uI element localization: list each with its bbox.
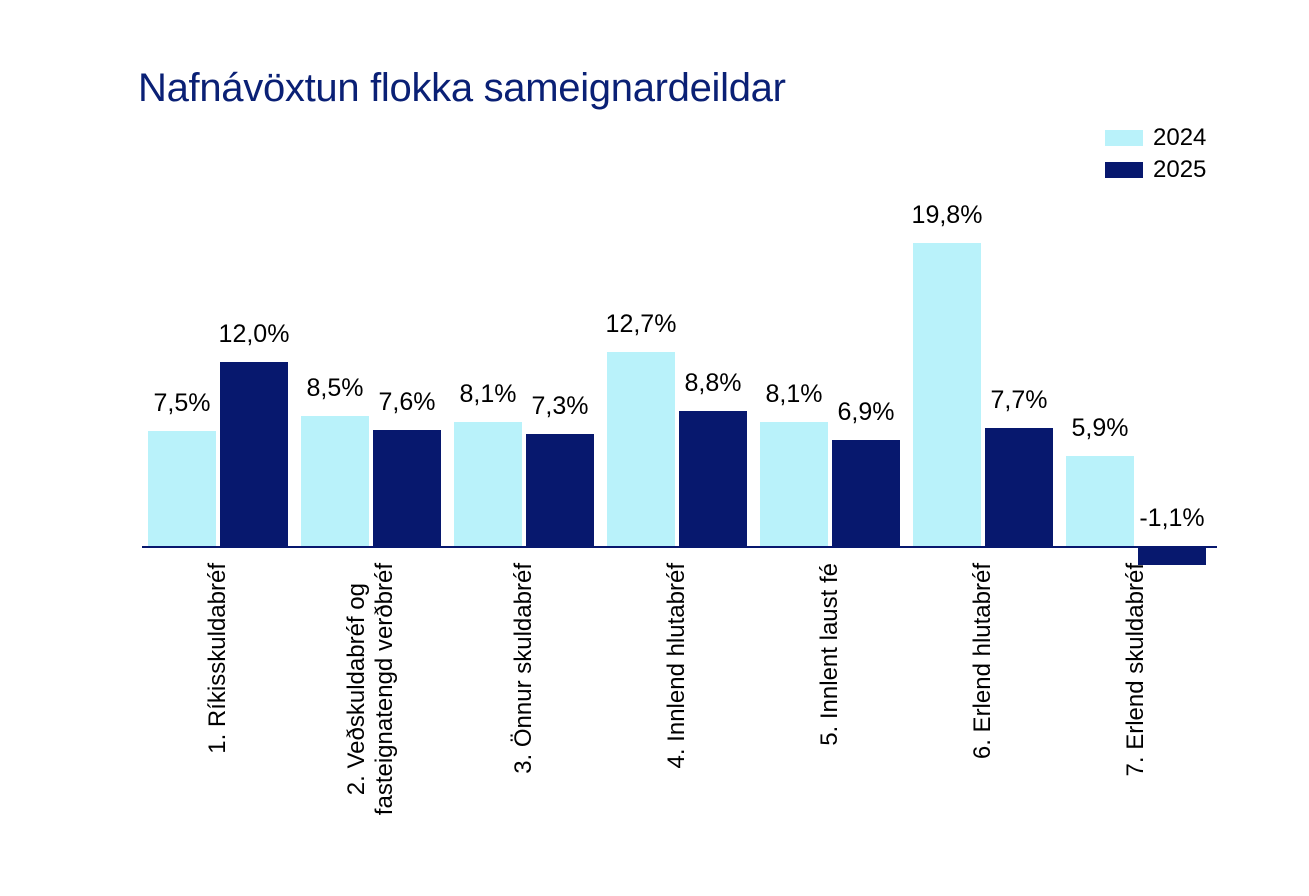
- value-label-2025-category-2: 7,6%: [378, 388, 436, 416]
- category-label-2: 2. Veðskuldabréf og fasteignatengd verðb…: [343, 563, 399, 820]
- value-label-2025-category-3: 7,3%: [531, 392, 589, 420]
- bar-2025-category-4: [679, 411, 747, 546]
- legend-swatch-2025-icon: [1105, 162, 1143, 178]
- legend-swatch-2024-icon: [1105, 130, 1143, 146]
- category-label-5: 5. Innlent laust fé: [816, 563, 844, 751]
- value-label-2025-category-1: 12,0%: [218, 320, 290, 348]
- bar-2024-category-3: [454, 422, 522, 546]
- value-label-2024-category-3: 8,1%: [459, 380, 517, 408]
- category-label-6: 6. Erlend hlutabréf: [969, 563, 997, 764]
- bar-2024-category-2: [301, 416, 369, 546]
- chart-title: Nafnávöxtun flokka sameignardeildar: [138, 66, 786, 110]
- bar-2024-category-4: [607, 352, 675, 546]
- category-label-4: 4. Innlend hlutabréf: [663, 563, 691, 774]
- category-label-text-2: 2. Veðskuldabréf og fasteignatengd verðb…: [343, 563, 398, 816]
- category-label-text-5: 5. Innlent laust fé: [816, 563, 843, 746]
- legend-item-2025: 2025: [1105, 154, 1206, 186]
- bar-2024-category-6: [913, 243, 981, 546]
- category-label-3: 3. Önnur skuldabréf: [510, 563, 538, 779]
- bar-2025-category-1: [220, 362, 288, 546]
- value-label-2024-category-4: 12,7%: [605, 310, 677, 338]
- value-label-2025-category-6: 7,7%: [990, 386, 1048, 414]
- bar-2024-category-7: [1066, 456, 1134, 546]
- bar-2025-category-6: [985, 428, 1053, 546]
- bar-2025-category-5: [832, 440, 900, 546]
- value-label-2025-category-5: 6,9%: [837, 398, 895, 426]
- legend-item-2024: 2024: [1105, 122, 1206, 154]
- x-axis-line: [142, 546, 1217, 548]
- category-label-text-6: 6. Erlend hlutabréf: [969, 563, 996, 760]
- value-label-2024-category-2: 8,5%: [306, 374, 364, 402]
- category-label-text-4: 4. Innlend hlutabréf: [663, 563, 690, 769]
- category-label-1: 1. Ríkisskuldabréf: [204, 563, 232, 759]
- chart-legend: 2024 2025: [1105, 122, 1206, 186]
- category-label-text-1: 1. Ríkisskuldabréf: [204, 563, 231, 754]
- value-label-2024-category-5: 8,1%: [765, 380, 823, 408]
- value-label-2025-category-4: 8,8%: [684, 369, 742, 397]
- value-label-2024-category-6: 19,8%: [911, 201, 983, 229]
- bar-2024-category-5: [760, 422, 828, 546]
- legend-label-2025: 2025: [1153, 156, 1207, 183]
- bar-2024-category-1: [148, 431, 216, 546]
- bar-2025-category-3: [526, 434, 594, 546]
- value-label-2024-category-7: 5,9%: [1071, 414, 1129, 442]
- category-label-text-7: 7. Erlend skuldabréf: [1122, 563, 1149, 777]
- category-label-text-3: 3. Önnur skuldabréf: [510, 563, 537, 774]
- bar-2025-category-2: [373, 430, 441, 546]
- value-label-2025-category-7: -1,1%: [1139, 504, 1205, 532]
- category-label-7: 7. Erlend skuldabréf: [1122, 563, 1150, 781]
- legend-label-2024: 2024: [1153, 124, 1207, 151]
- value-label-2024-category-1: 7,5%: [153, 389, 211, 417]
- bar-2025-category-7: [1138, 548, 1206, 565]
